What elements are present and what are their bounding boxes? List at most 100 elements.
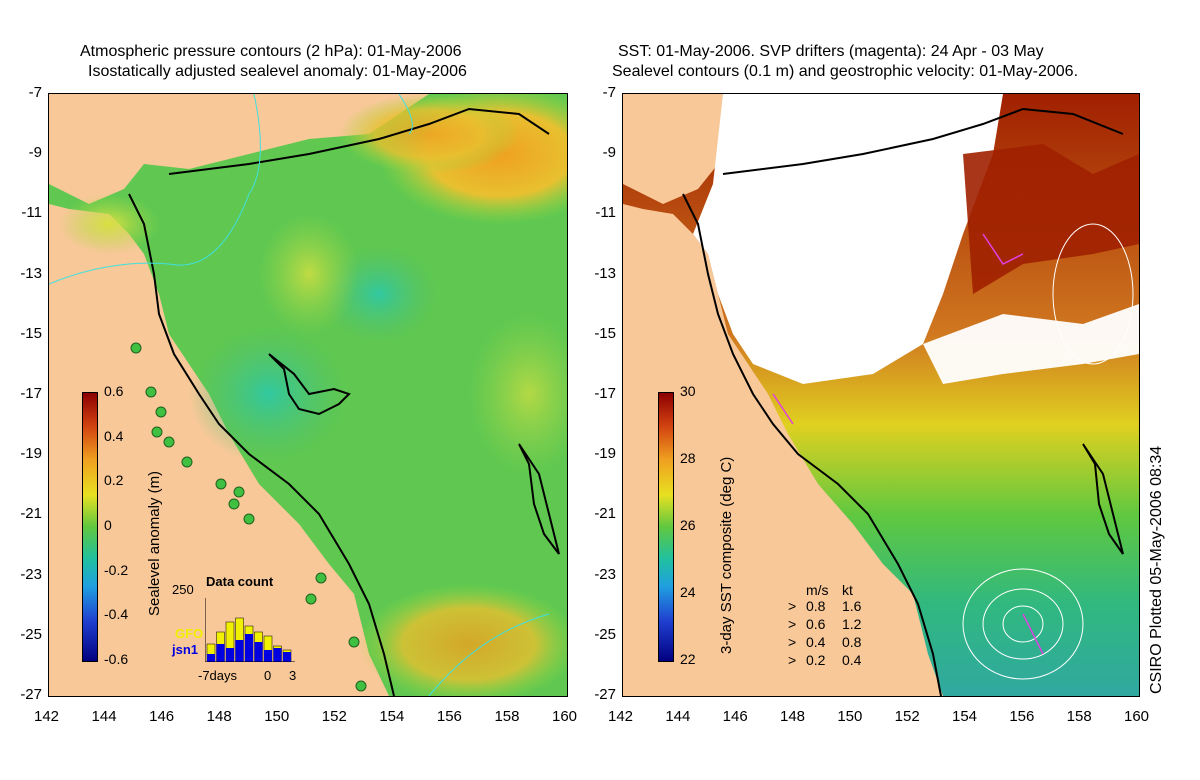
lon-tick-label: 154 [952, 708, 978, 725]
jsn1-bar [226, 648, 234, 662]
jsn1-bar [207, 654, 215, 662]
velocity-arrow-icon: > [788, 598, 797, 614]
sealevel-colorbar-tick: -0.4 [104, 606, 129, 623]
lat-tick-label: -25 [594, 625, 616, 643]
sealevel-colorbar-tick: 0 [104, 517, 112, 533]
lon-tick-label: 152 [321, 708, 347, 725]
lat-tick-label: -27 [20, 686, 42, 703]
lat-tick-label: -17 [594, 385, 616, 402]
left-title-line2: Isostatically adjusted sealevel anomaly:… [88, 63, 467, 80]
lon-tick-label: 158 [494, 708, 520, 725]
lat-tick-label: -25 [20, 625, 42, 643]
lon-tick-label: 156 [436, 708, 462, 725]
jsn1-bar [273, 648, 282, 662]
sst-colorbar-tick: 22 [680, 651, 696, 667]
lat-tick-label: -15 [594, 324, 616, 342]
data-count-max: 250 [172, 582, 194, 597]
sealevel-map-svg [49, 94, 567, 696]
jsn1-bar [235, 640, 244, 662]
jsn1-bar [264, 650, 272, 662]
lat-tick-label: -19 [20, 445, 42, 463]
lat-tick-label: -7 [28, 84, 42, 101]
velocity-legend-kt: 1.2 [842, 616, 862, 632]
inset-xlabel-start: -7days [198, 668, 238, 683]
velocity-arrow-icon: > [788, 616, 797, 632]
data-count-title: Data count [206, 574, 274, 589]
lat-tick-label: -11 [595, 204, 616, 222]
data-count-inset [204, 598, 295, 663]
lon-tick-label: 150 [837, 708, 863, 725]
jsn1-bar [216, 644, 225, 662]
legend-gfo: GFO [175, 626, 204, 641]
lon-tick-label: 158 [1066, 708, 1092, 725]
velocity-legend-kt: 0.4 [842, 652, 862, 668]
sealevel-anomaly-map [48, 93, 568, 697]
sealevel-colorbar-tick: 0.2 [104, 472, 124, 489]
velocity-arrow-icon: > [788, 634, 797, 650]
lon-tick-label: 144 [665, 708, 691, 725]
sealevel-colorbar-tick: -0.2 [104, 561, 129, 578]
jsn1-bar [245, 634, 253, 662]
lat-tick-label: -23 [594, 565, 616, 583]
lat-tick-label: -9 [602, 144, 616, 162]
right-title-line2: Sealevel contours (0.1 m) and geostrophi… [612, 63, 1079, 80]
velocity-legend-kt: 1.6 [842, 598, 862, 614]
lon-tick-label: 146 [149, 708, 175, 725]
inset-xlabel-end: 3 [289, 668, 297, 683]
lat-tick-label: -19 [594, 445, 616, 463]
inset-xlabel-zero: 0 [264, 668, 272, 683]
sst-colorbar-label: 3-day SST composite (deg C) [718, 456, 735, 654]
sealevel-colorbar-tick: 0.6 [104, 383, 124, 399]
velocity-arrow-icon: > [788, 652, 797, 668]
lon-tick-label: 144 [91, 708, 117, 725]
sealevel-colorbar-tick: 0.4 [104, 427, 124, 444]
lat-tick-label: -17 [20, 385, 42, 402]
lat-tick-label: -21 [20, 505, 42, 523]
velocity-legend-ms-header: m/s [806, 582, 829, 598]
velocity-legend-kt-header: kt [842, 582, 853, 598]
left-title-line1: Atmospheric pressure contours (2 hPa): 0… [80, 43, 462, 60]
velocity-legend-ms: 0.2 [806, 652, 826, 668]
right-title-line1: SST: 01-May-2006. SVP drifters (magenta)… [618, 43, 1044, 60]
lat-tick-label: -21 [594, 505, 616, 523]
sst-colorbar [658, 392, 674, 662]
sst-colorbar-tick: 30 [680, 383, 696, 399]
lon-tick-label: 142 [34, 708, 60, 725]
lon-tick-label: 152 [894, 708, 920, 725]
lon-tick-label: 142 [608, 708, 634, 725]
sealevel-colorbar-tick: -0.6 [104, 651, 129, 667]
legend-jsn1: jsn1 [172, 642, 199, 657]
sealevel-colorbar [82, 392, 98, 662]
velocity-legend-ms: 0.8 [806, 598, 826, 614]
sst-colorbar-tick: 28 [680, 450, 696, 466]
lat-tick-label: -9 [28, 144, 42, 162]
jsn1-bar [254, 642, 263, 662]
lon-tick-label: 156 [1009, 708, 1035, 725]
lon-tick-label: 154 [379, 708, 405, 725]
velocity-legend-ms: 0.4 [806, 634, 826, 650]
lon-tick-label: 148 [206, 708, 232, 725]
lat-tick-label: -27 [594, 686, 616, 703]
jsn1-bar [283, 652, 291, 662]
lat-tick-label: -15 [20, 324, 42, 342]
lat-tick-label: -11 [21, 204, 42, 222]
lon-tick-label: 160 [1124, 708, 1150, 725]
sst-map-svg [623, 94, 1139, 696]
lat-tick-label: -7 [602, 84, 616, 101]
lat-tick-label: -23 [20, 565, 42, 583]
sst-colorbar-tick: 24 [680, 584, 696, 600]
lat-tick-label: -13 [20, 264, 42, 282]
velocity-legend-kt: 0.8 [842, 634, 862, 650]
credit-text: CSIRO Plotted 05-May-2006 08:34 [1148, 445, 1165, 694]
sst-colorbar-tick: 26 [680, 517, 696, 533]
sealevel-colorbar-label: Sealevel anomaly (m) [146, 470, 163, 616]
sst-map [622, 93, 1140, 697]
lon-tick-label: 148 [780, 708, 806, 725]
data-count-chart [204, 598, 295, 663]
velocity-legend-ms: 0.6 [806, 616, 826, 632]
lon-tick-label: 150 [264, 708, 290, 725]
lon-tick-label: 146 [722, 708, 748, 725]
lon-tick-label: 160 [552, 708, 578, 725]
lat-tick-label: -13 [594, 264, 616, 282]
